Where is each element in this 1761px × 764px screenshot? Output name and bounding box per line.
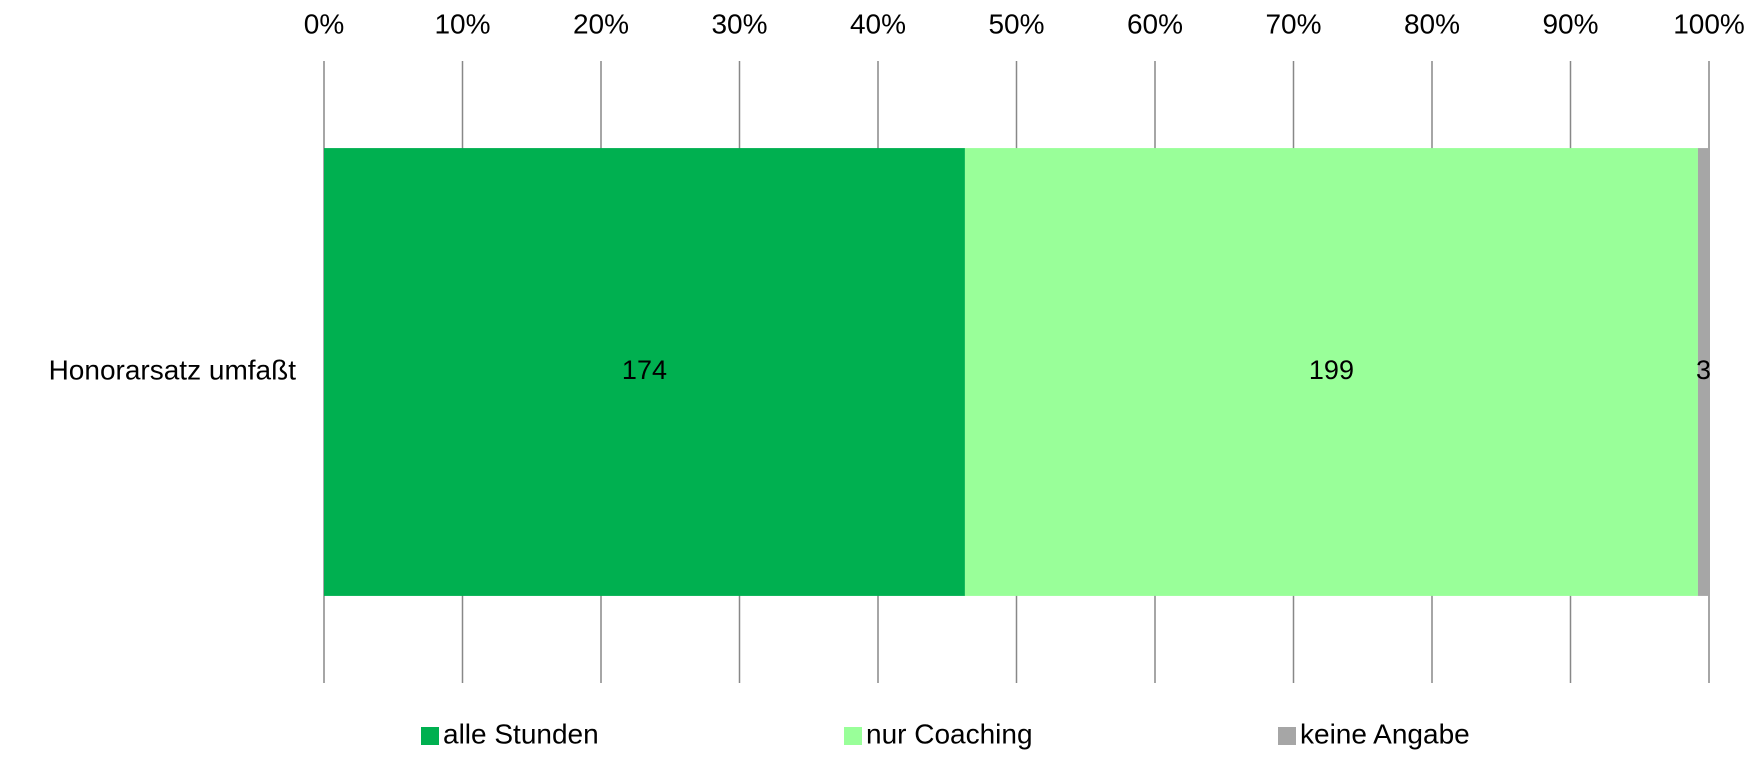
bar-segment: [324, 148, 965, 596]
x-tick-label: 10%: [434, 8, 490, 39]
x-tick-label: 90%: [1542, 8, 1598, 39]
x-tick-label: 0%: [304, 8, 344, 39]
x-tick-label: 50%: [988, 8, 1044, 39]
legend-label: nur Coaching: [866, 718, 1033, 749]
legend-swatch: [421, 727, 439, 745]
data-label: 174: [622, 355, 667, 385]
bar-segment: [964, 148, 1698, 596]
x-tick-label: 40%: [850, 8, 906, 39]
legend-swatch: [844, 727, 862, 745]
data-label: 3: [1696, 355, 1711, 385]
legend-swatch: [1278, 727, 1296, 745]
x-tick-label: 60%: [1127, 8, 1183, 39]
x-tick-label: 80%: [1404, 8, 1460, 39]
x-tick-label: 20%: [573, 8, 629, 39]
legend-label: keine Angabe: [1300, 718, 1470, 749]
category-label: Honorarsatz umfaßt: [49, 354, 297, 385]
x-tick-label: 100%: [1673, 8, 1745, 39]
legend-label: alle Stunden: [443, 718, 599, 749]
x-tick-label: 70%: [1265, 8, 1321, 39]
data-label: 199: [1309, 355, 1354, 385]
x-tick-label: 30%: [711, 8, 767, 39]
bar-segment: [1697, 148, 1709, 596]
